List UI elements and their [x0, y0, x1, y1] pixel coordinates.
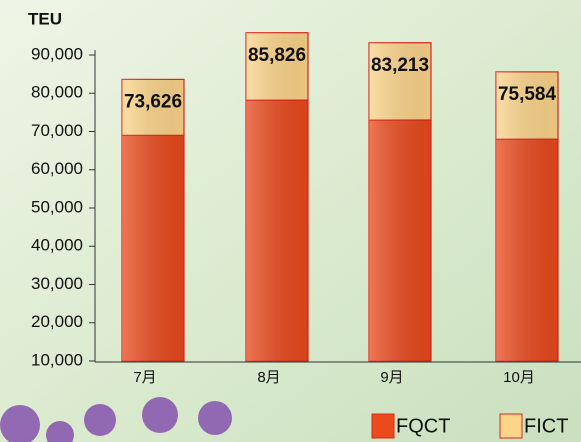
total-label: 75,584: [498, 84, 557, 105]
x-tick-label: 7月: [133, 369, 156, 386]
total-label: 73,626: [124, 92, 182, 113]
legend-label: FICT: [524, 415, 568, 437]
y-tick-label: 20,000: [31, 312, 83, 331]
legend-swatch: [500, 414, 522, 438]
y-tick-label: 80,000: [31, 83, 83, 102]
y-tick-label: 60,000: [31, 159, 83, 178]
legend-label: FQCT: [396, 415, 450, 437]
y-tick-label: 90,000: [31, 44, 83, 63]
bar-shade: [496, 72, 558, 139]
total-label: 85,826: [248, 45, 306, 66]
y-tick-label: 10,000: [31, 350, 83, 369]
axis-title: TEU: [28, 9, 62, 28]
x-tick-label: 9月: [380, 369, 403, 386]
chart: TEU 10,000 20,000 30,000 40,000 50,000 60,000…: [0, 0, 581, 442]
x-tick-label: 8月: [257, 369, 280, 386]
bar-shade: [246, 100, 308, 361]
x-tick-label: 10月: [503, 369, 535, 386]
bar-shade: [369, 120, 431, 361]
y-tick-label: 50,000: [31, 197, 83, 216]
bar-shade: [122, 135, 184, 361]
y-tick-label: 40,000: [31, 236, 83, 255]
total-label: 83,213: [371, 55, 429, 76]
y-tick-label: 70,000: [31, 121, 83, 140]
page: TEU 10,000 20,000 30,000 40,000 50,000 60,000…: [0, 0, 581, 442]
bar-shade: [496, 139, 558, 361]
legend-swatch: [372, 414, 394, 438]
bar-shade: [246, 33, 308, 100]
y-tick-label: 30,000: [31, 274, 83, 293]
